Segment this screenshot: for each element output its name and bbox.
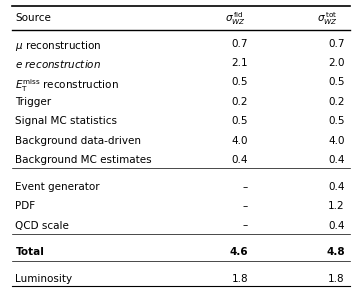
Text: $\sigma_{WZ}^{\,\mathrm{tot}}$: $\sigma_{WZ}^{\,\mathrm{tot}}$ [317, 10, 338, 27]
Text: 0.7: 0.7 [328, 39, 345, 49]
Text: Trigger: Trigger [16, 97, 51, 107]
Text: $E_{\rm T}^{\rm miss}$ reconstruction: $E_{\rm T}^{\rm miss}$ reconstruction [16, 77, 119, 94]
Text: 0.5: 0.5 [328, 77, 345, 87]
Text: 0.5: 0.5 [328, 116, 345, 126]
Text: 0.5: 0.5 [231, 116, 248, 126]
Text: $\sigma_{WZ}^{\,\mathrm{fid}}$: $\sigma_{WZ}^{\,\mathrm{fid}}$ [225, 10, 246, 27]
Text: Event generator: Event generator [16, 182, 100, 192]
Text: 0.4: 0.4 [328, 155, 345, 165]
Text: 2.1: 2.1 [231, 58, 248, 68]
Text: 0.2: 0.2 [328, 97, 345, 107]
Text: 0.5: 0.5 [231, 77, 248, 87]
Text: Total: Total [16, 247, 44, 257]
Text: 0.4: 0.4 [231, 155, 248, 165]
Text: 1.8: 1.8 [328, 274, 345, 284]
Text: Signal MC statistics: Signal MC statistics [16, 116, 118, 126]
Text: $e$ reconstruction: $e$ reconstruction [16, 58, 102, 70]
Text: 0.4: 0.4 [328, 221, 345, 231]
Text: 0.4: 0.4 [328, 182, 345, 192]
Text: 2.0: 2.0 [328, 58, 345, 68]
Text: Luminosity: Luminosity [16, 274, 73, 284]
Text: Background MC estimates: Background MC estimates [16, 155, 152, 165]
Text: $\mu$ reconstruction: $\mu$ reconstruction [16, 39, 102, 53]
Text: 0.7: 0.7 [231, 39, 248, 49]
Text: Source: Source [16, 13, 51, 23]
Text: 1.2: 1.2 [328, 201, 345, 211]
Text: 4.0: 4.0 [231, 135, 248, 146]
Text: –: – [243, 201, 248, 211]
Text: QCD scale: QCD scale [16, 221, 69, 231]
Text: 4.8: 4.8 [326, 247, 345, 257]
Text: PDF: PDF [16, 201, 36, 211]
Text: 1.8: 1.8 [231, 274, 248, 284]
Text: Background data-driven: Background data-driven [16, 135, 142, 146]
Text: 0.2: 0.2 [231, 97, 248, 107]
Text: 4.6: 4.6 [229, 247, 248, 257]
Text: 4.0: 4.0 [328, 135, 345, 146]
Text: –: – [243, 182, 248, 192]
Text: –: – [243, 221, 248, 231]
